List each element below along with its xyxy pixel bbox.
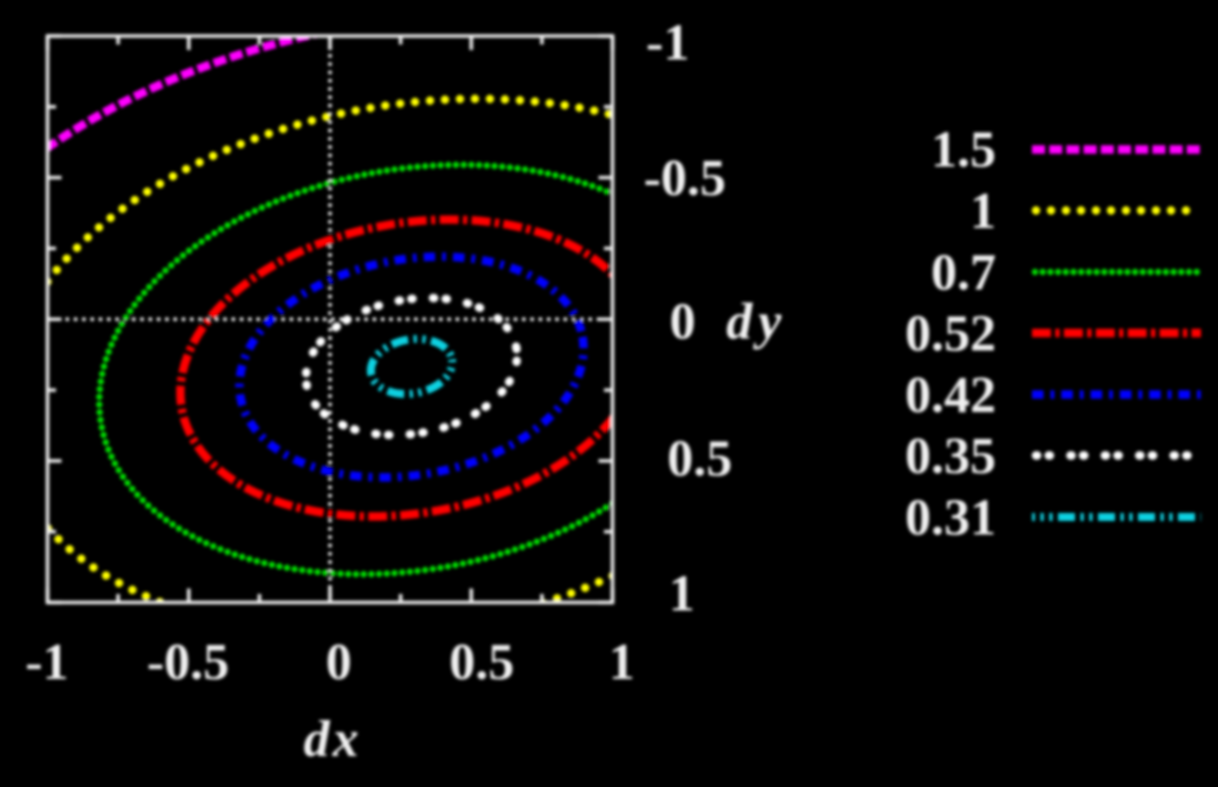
svg-text:1.5: 1.5 [931,122,996,179]
svg-text:0.7: 0.7 [931,245,996,302]
svg-text:-0.5: -0.5 [147,634,229,691]
svg-text:-1: -1 [646,15,689,72]
svg-text:0.35: 0.35 [905,428,996,485]
svg-text:0: 0 [670,294,696,351]
svg-text:0.5: 0.5 [449,634,514,691]
svg-text:1: 1 [669,566,695,623]
svg-text:1: 1 [970,183,996,240]
svg-text:dx: dx [304,711,362,768]
svg-text:1: 1 [609,634,635,691]
svg-text:0: 0 [326,634,352,691]
svg-text:0.5: 0.5 [667,431,732,488]
svg-text:0.31: 0.31 [905,490,996,547]
svg-text:0.52: 0.52 [905,306,996,363]
svg-text:dy: dy [726,294,787,351]
svg-text:0.42: 0.42 [905,367,996,424]
svg-text:-0.5: -0.5 [644,150,726,207]
svg-text:-1: -1 [25,634,68,691]
